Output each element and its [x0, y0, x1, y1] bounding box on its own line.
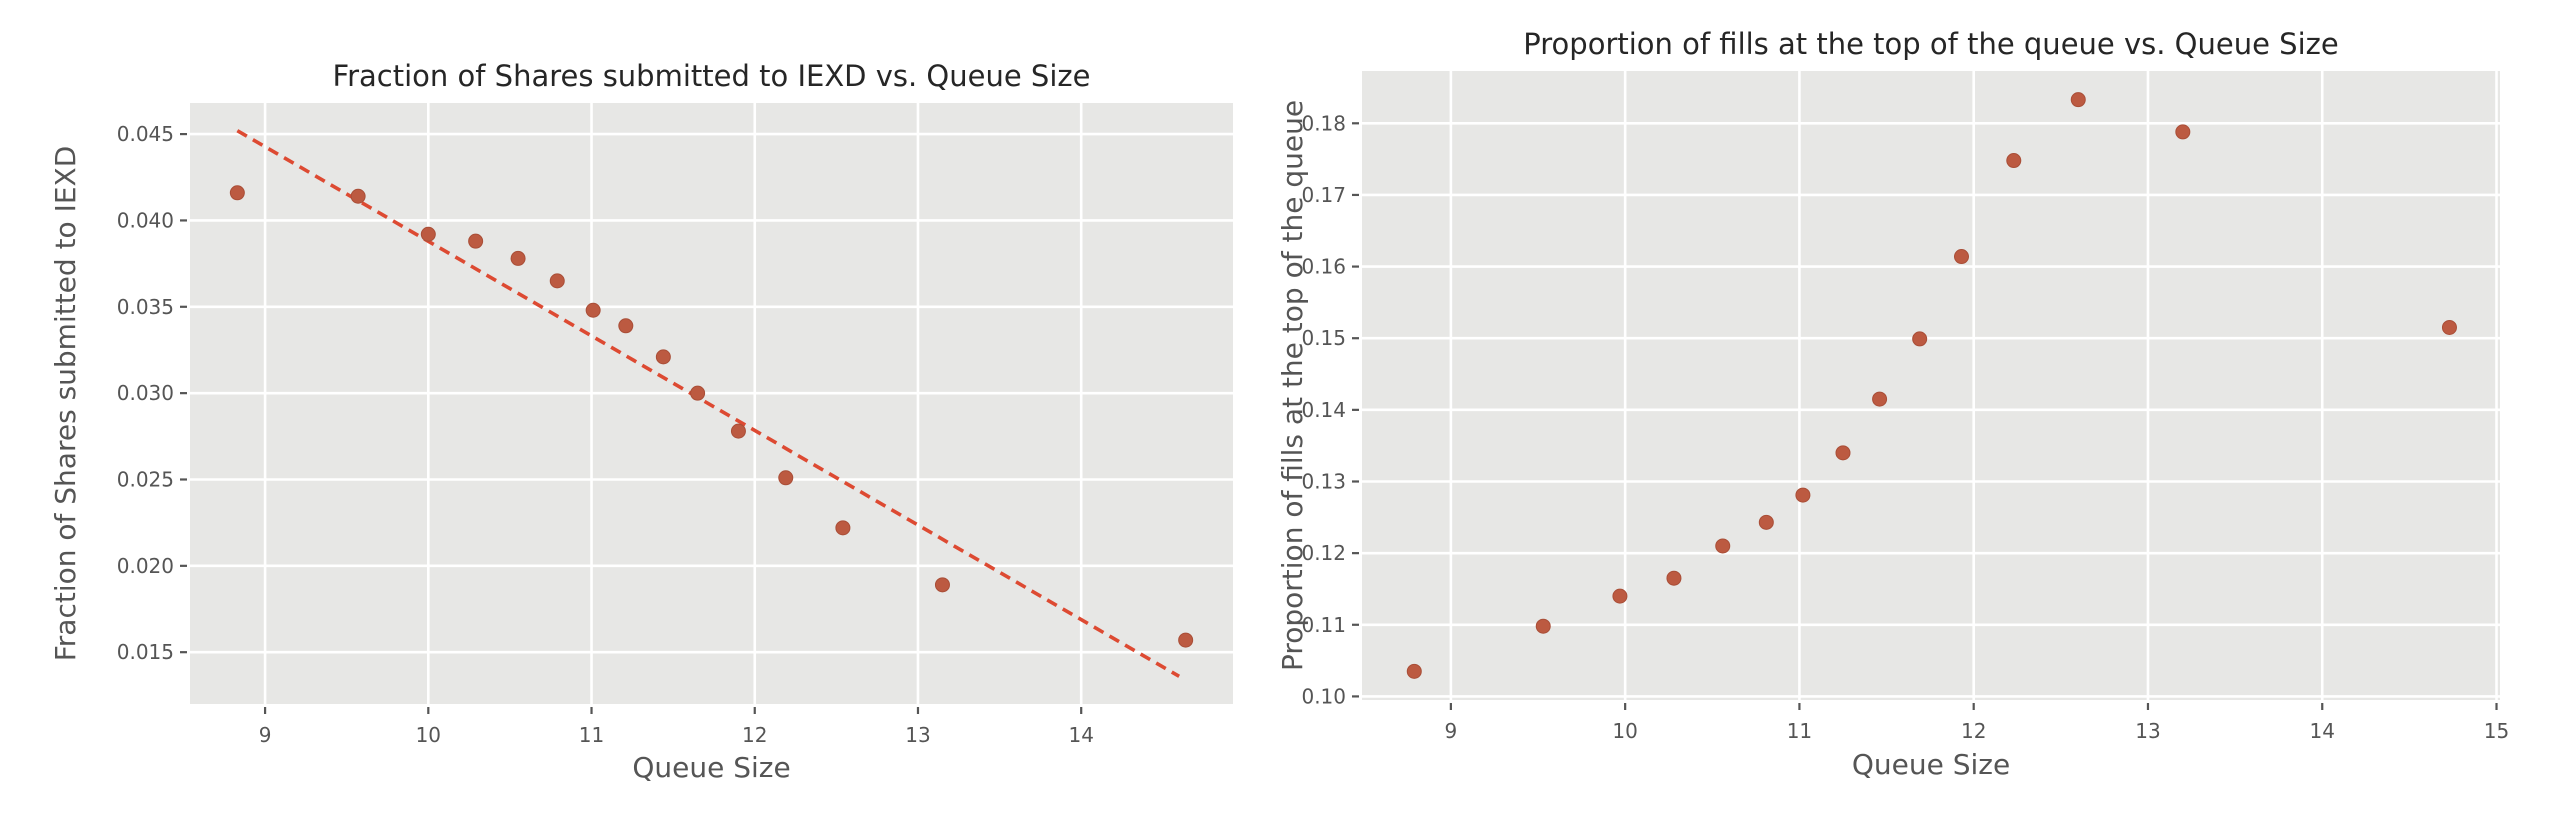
- data-point: [778, 470, 794, 486]
- x-tick-label: 10: [416, 723, 441, 747]
- data-point: [350, 188, 366, 204]
- data-point: [1178, 632, 1194, 648]
- data-point: [1612, 588, 1628, 604]
- y-tick-label: 0.030: [117, 381, 174, 405]
- x-tick-label: 14: [1068, 723, 1093, 747]
- y-tick-label: 0.11: [1301, 613, 1346, 637]
- data-point: [1835, 445, 1851, 461]
- x-tick-label: 14: [2310, 719, 2335, 743]
- figure-proportion-fills: 9 10 11 12 13 14 15 0.10 0.11 0.12 0.13 0.14 0.15 0.1…: [1280, 0, 2560, 821]
- y-tick-label: 0.035: [117, 295, 174, 319]
- data-point: [1666, 570, 1682, 586]
- x-tick-label: 13: [905, 723, 930, 747]
- figure-fraction-shares: 9 10 11 12 13 14 0.015 0.020 0.025 0.030 0.035 0.04…: [49, 59, 1233, 784]
- x-tick-label: 15: [2484, 719, 2509, 743]
- trend-line: [236, 129, 1181, 678]
- y-tick-label: 0.18: [1301, 111, 1346, 135]
- x-tick-label: 9: [1445, 719, 1458, 743]
- data-point: [1535, 618, 1551, 634]
- x-tick-label: 11: [579, 723, 604, 747]
- fraction-shares-chart: 9 10 11 12 13 14 0.015 0.020 0.025 0.030 0.035 0.04…: [49, 59, 1233, 784]
- y-tick-label: 0.045: [117, 122, 174, 146]
- data-point: [1406, 663, 1422, 679]
- data-point: [2070, 92, 2086, 108]
- y-tick-label: 0.13: [1301, 469, 1346, 493]
- y-axis-label: Fraction of Shares submitted to IEXD: [49, 146, 82, 662]
- y-tick-label: 0.12: [1301, 541, 1346, 565]
- data-point: [1953, 249, 1969, 265]
- plot-area: [1362, 71, 2500, 700]
- data-point: [549, 273, 565, 289]
- y-tick-label: 0.10: [1301, 684, 1346, 708]
- data-point: [1912, 331, 1928, 347]
- y-tick-label: 0.040: [117, 208, 174, 232]
- data-point: [2175, 124, 2191, 140]
- data-point: [1872, 391, 1888, 407]
- y-tick-label: 0.16: [1301, 255, 1346, 279]
- y-tick-label: 0.015: [117, 640, 174, 664]
- chart-title: Proportion of fills at the top of the qu…: [1523, 27, 2338, 61]
- y-tick-label: 0.025: [117, 467, 174, 491]
- data-point: [468, 233, 484, 249]
- y-tick-label: 0.14: [1301, 398, 1346, 422]
- data-point: [655, 349, 671, 365]
- data-point: [420, 226, 436, 242]
- data-point: [618, 318, 634, 334]
- data-point: [730, 423, 746, 439]
- data-point: [229, 185, 245, 201]
- data-point: [1795, 487, 1811, 503]
- data-point: [510, 250, 526, 266]
- x-axis-label: Queue Size: [632, 751, 790, 784]
- x-axis-label: Queue Size: [1852, 748, 2010, 781]
- x-tick-label: 12: [1961, 719, 1986, 743]
- x-tick-label: 12: [742, 723, 767, 747]
- data-point: [2441, 319, 2457, 335]
- x-tick-label: 13: [2135, 719, 2160, 743]
- x-tick-label: 10: [1612, 719, 1637, 743]
- y-axis-label: Proportion of fills at the top of the qu…: [1280, 100, 1309, 671]
- data-point: [1758, 514, 1774, 530]
- chart-title: Fraction of Shares submitted to IEXD vs.…: [333, 59, 1091, 93]
- y-tick-label: 0.020: [117, 554, 174, 578]
- y-tick-label: 0.17: [1301, 183, 1346, 207]
- data-point: [2006, 153, 2022, 169]
- x-tick-label: 11: [1787, 719, 1812, 743]
- proportion-fills-chart: 9 10 11 12 13 14 15 0.10 0.11 0.12 0.13 0.14 0.15 0.1…: [1280, 27, 2509, 781]
- data-point: [1715, 538, 1731, 554]
- data-point: [934, 577, 950, 593]
- data-point: [690, 385, 706, 401]
- y-tick-label: 0.15: [1301, 326, 1346, 350]
- data-point: [835, 520, 851, 536]
- x-tick-label: 9: [259, 723, 272, 747]
- data-point: [585, 302, 601, 318]
